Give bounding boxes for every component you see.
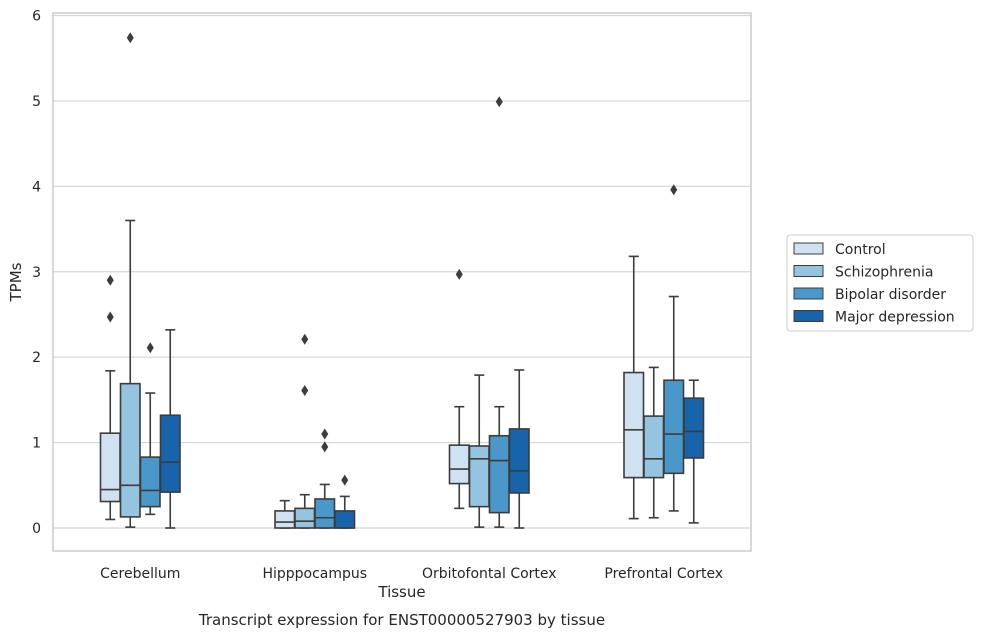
box-bipolar-disorder bbox=[488, 96, 510, 528]
box-bipolar-disorder bbox=[663, 184, 685, 512]
outlier-point bbox=[146, 342, 154, 354]
legend-label: Schizophrenia bbox=[835, 265, 933, 281]
box-bipolar-disorder bbox=[314, 428, 336, 529]
iqr-box bbox=[468, 445, 490, 508]
iqr-box bbox=[663, 379, 685, 475]
outlier-point bbox=[670, 184, 678, 196]
outlier-point bbox=[106, 311, 114, 323]
legend-label: Bipolar disorder bbox=[835, 287, 946, 303]
y-tick-label: 5 bbox=[32, 94, 41, 110]
box-control bbox=[623, 255, 645, 520]
iqr-box bbox=[159, 414, 181, 493]
box-schizophrenia bbox=[294, 333, 316, 529]
iqr-box bbox=[314, 498, 336, 529]
x-tick-label: Cerebellum bbox=[100, 566, 180, 582]
legend-label: Control bbox=[835, 242, 886, 258]
iqr-box bbox=[643, 415, 665, 479]
outlier-point bbox=[321, 428, 329, 440]
y-tick-label: 2 bbox=[32, 350, 41, 366]
box-control bbox=[99, 274, 121, 521]
x-tick-labels: Cerebellum Hipppocampus Orbitofontal Corte… bbox=[100, 566, 723, 582]
outlier-point bbox=[455, 268, 463, 280]
y-tick-label: 6 bbox=[32, 9, 41, 25]
outlier-point bbox=[301, 333, 309, 345]
iqr-box bbox=[334, 510, 356, 529]
y-axis-label: TPMs bbox=[7, 262, 25, 302]
y-tick-label: 0 bbox=[32, 521, 41, 537]
iqr-box bbox=[488, 434, 510, 514]
legend-swatch bbox=[793, 310, 824, 322]
box-schizophrenia bbox=[468, 374, 490, 528]
y-tick-label: 1 bbox=[32, 436, 41, 452]
iqr-box bbox=[139, 456, 161, 508]
iqr-box bbox=[119, 382, 141, 518]
iqr-box bbox=[683, 397, 705, 459]
box-major-depression bbox=[159, 329, 181, 529]
chart-caption: Transcript expression for ENST0000052790… bbox=[198, 611, 605, 629]
boxes bbox=[99, 32, 705, 529]
iqr-box bbox=[623, 371, 645, 479]
y-tick-label: 3 bbox=[32, 265, 41, 281]
x-tick-label: Prefrontal Cortex bbox=[604, 566, 723, 582]
y-tick-labels: 0 1 2 3 4 5 6 bbox=[32, 9, 41, 538]
iqr-box bbox=[508, 428, 530, 494]
box-major-depression bbox=[683, 379, 705, 524]
box-schizophrenia bbox=[119, 32, 141, 528]
legend-frame bbox=[786, 234, 974, 332]
box-control bbox=[448, 268, 470, 510]
outlier-point bbox=[321, 441, 329, 453]
box-major-depression bbox=[508, 369, 530, 529]
outlier-point bbox=[495, 96, 503, 108]
x-tick-label: Orbitofontal Cortex bbox=[422, 566, 557, 582]
iqr-box bbox=[274, 510, 296, 529]
box-control bbox=[274, 499, 296, 529]
iqr-box bbox=[448, 444, 470, 485]
x-axis-label: Tissue bbox=[377, 583, 425, 601]
outlier-point bbox=[341, 474, 349, 486]
outlier-point bbox=[126, 32, 134, 44]
legend-swatch bbox=[793, 287, 824, 300]
legend-label: Major depression bbox=[835, 310, 955, 326]
outlier-point bbox=[106, 274, 114, 286]
y-tick-label: 4 bbox=[32, 179, 41, 195]
legend-swatch bbox=[793, 265, 824, 277]
box-bipolar-disorder bbox=[139, 342, 161, 516]
legend-swatch bbox=[793, 242, 824, 255]
legend: Control Schizophrenia Bipolar disorder Majo… bbox=[786, 234, 974, 332]
iqr-box bbox=[294, 507, 316, 529]
iqr-box bbox=[99, 432, 121, 503]
outlier-point bbox=[301, 384, 309, 396]
plot-frame bbox=[52, 12, 752, 552]
box-major-depression bbox=[334, 474, 356, 529]
box-schizophrenia bbox=[643, 366, 665, 519]
x-tick-label: Hipppocampus bbox=[262, 566, 367, 582]
